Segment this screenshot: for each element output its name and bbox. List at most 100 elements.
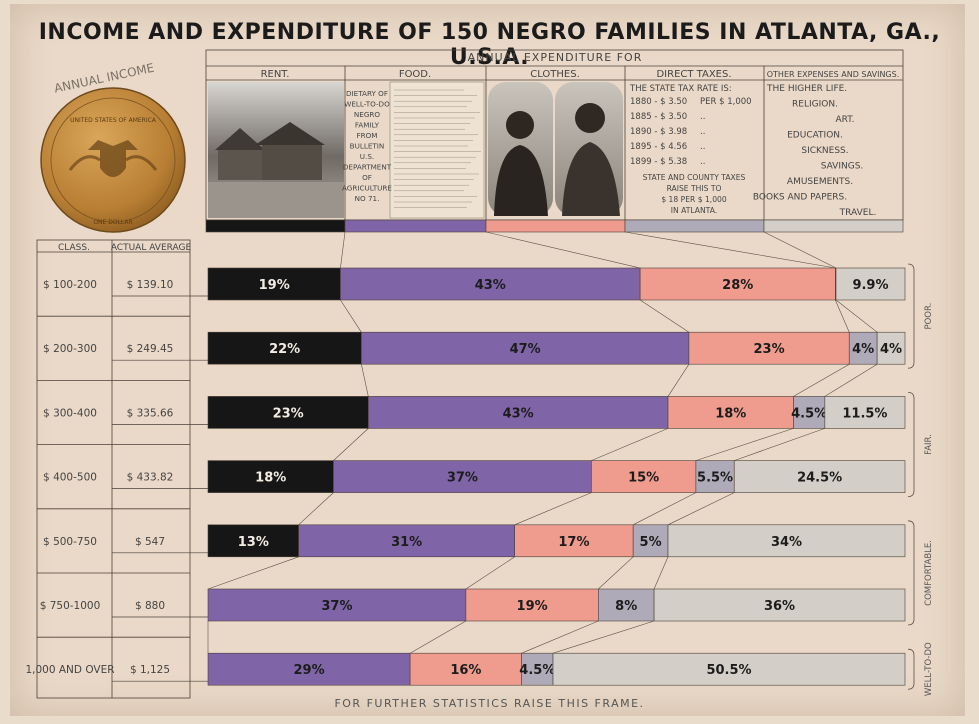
eagle-emblem-icon (88, 140, 138, 177)
category-connector-line (793, 363, 850, 397)
col-head-other: OTHER EXPENSES AND SAVINGS. (767, 70, 900, 79)
other-expense-item: TRAVEL. (839, 208, 877, 218)
class-table (36, 239, 191, 699)
income-group-label: WELL-TO-DO (924, 642, 934, 696)
bar-segment-clothes (409, 652, 522, 686)
bar-segment-clothes (639, 267, 836, 301)
food-note-line: FAMILY (355, 121, 380, 130)
bar-segment-other-expenses-and-savings (552, 652, 906, 686)
class-table-frame (36, 239, 191, 699)
bar-value-label: 29% (294, 663, 325, 678)
bar-value-label: 37% (321, 599, 352, 614)
tax-per-unit: .. (700, 142, 705, 152)
diet-sheet-lines (394, 89, 481, 208)
bar-value-label: 4% (880, 342, 902, 357)
food-note-line: FROM (357, 131, 378, 140)
group-bracket (907, 520, 915, 626)
bar-segment-clothes (667, 396, 794, 429)
category-connector-line (298, 492, 334, 526)
bar-value-label: 9.9% (852, 278, 888, 293)
income-class-label: 1,000 AND OVER (25, 664, 114, 676)
tax-year-rate: 1895 - $ 4.56 (630, 142, 687, 152)
category-connector-line (598, 556, 634, 590)
other-expense-item: RELIGION. (792, 100, 838, 110)
bar-segment-direct-taxes (598, 588, 655, 622)
portrait-woman-head (575, 103, 605, 133)
col-head-rent: RENT. (261, 69, 290, 80)
income-class-label: $ 300-400 (43, 407, 97, 419)
other-expense-item: ART. (835, 115, 854, 125)
bar-value-label: 47% (510, 342, 541, 357)
bar-segment-rent (207, 396, 369, 429)
bar-segment-other-expenses-and-savings (733, 460, 906, 493)
bar-segment-rent (207, 460, 334, 493)
income-class-label: $ 400-500 (43, 472, 97, 484)
category-connector-line (465, 556, 515, 590)
eagle-wings-icon (68, 155, 158, 171)
category-connector-line (667, 492, 735, 526)
bar-value-label: 4.5% (519, 663, 555, 678)
bar-value-label: 37% (447, 471, 478, 486)
food-note-line: WELL-TO-DO (344, 100, 390, 109)
bar-value-label: 24.5% (797, 471, 842, 486)
tax-note-line: STATE AND COUNTY TAXES (643, 173, 746, 182)
tax-note-line: $ 18 PER $ 1,000 (661, 195, 727, 204)
category-connector-line (824, 363, 878, 397)
tax-per-unit: PER $ 1,000 (700, 97, 752, 107)
key-swatch-clothes (485, 219, 626, 233)
other-expense-item: SAVINGS. (821, 162, 864, 172)
category-connector-line (763, 231, 837, 269)
bar-value-label: 36% (764, 599, 795, 614)
actual-average-label: $ 1,125 (130, 664, 170, 676)
bar-segment-clothes (465, 588, 599, 622)
coin-ring-text: UNITED STATES OF AMERICA (70, 117, 157, 124)
col-head-food: FOOD. (399, 69, 431, 80)
category-connector-line (521, 620, 599, 654)
bar-segment-food (340, 267, 641, 301)
actual-average-label: $ 249.45 (127, 343, 174, 355)
portrait-boy-head (506, 111, 534, 139)
food-document (389, 81, 485, 219)
tax-year-rate: 1880 - $ 3.50 (630, 97, 687, 107)
category-connector-line (552, 620, 655, 654)
col-head-taxes: DIRECT TAXES. (656, 69, 731, 80)
diet-sheet (389, 81, 485, 219)
bar-value-label: 18% (715, 406, 746, 421)
group-bracket (907, 392, 915, 497)
category-connector-line (835, 299, 850, 333)
category-connector-line (485, 231, 641, 269)
group-bracket (907, 263, 915, 369)
bar-segment-other-expenses-and-savings (876, 331, 906, 365)
food-note-line: NEGRO (354, 110, 380, 119)
category-connector-line (667, 364, 690, 397)
actual-average-label: $ 547 (135, 536, 165, 548)
bar-segment-other-expenses-and-savings (824, 396, 906, 429)
average-column-header: ACTUAL AVERAGE (111, 243, 192, 253)
actual-average-label: $ 139.10 (127, 279, 174, 291)
bar-value-label: 5% (640, 535, 662, 550)
income-group-label: COMFORTABLE. (924, 540, 934, 606)
food-note-line: DIETARY OF (346, 89, 388, 98)
bar-value-label: 31% (391, 535, 422, 550)
bar-value-label: 28% (722, 278, 753, 293)
category-connector-line (333, 428, 369, 461)
bar-value-label: 4.5% (791, 406, 827, 421)
category-connector-line (633, 492, 697, 526)
bar-segment-rent (207, 267, 341, 301)
bar-segment-rent (207, 331, 362, 365)
other-expense-item: THE HIGHER LIFE. (766, 84, 847, 94)
category-connector-line (653, 556, 669, 590)
income-groups: POOR. FAIR. COMFORTABLE. WELL-TO-DO (907, 263, 934, 696)
income-class-label: $ 500-750 (43, 536, 97, 548)
category-connector-line (734, 428, 825, 461)
tax-per-unit: .. (700, 157, 705, 167)
other-expense-item: AMUSEMENTS. (787, 177, 853, 187)
bar-value-label: 23% (273, 406, 304, 421)
rent-house-photo (208, 82, 344, 218)
class-column-header: CLASS. (58, 243, 90, 253)
category-connector-line (639, 299, 690, 333)
connector-lines (207, 231, 878, 654)
col-head-clothes: CLOTHES. (530, 69, 580, 80)
